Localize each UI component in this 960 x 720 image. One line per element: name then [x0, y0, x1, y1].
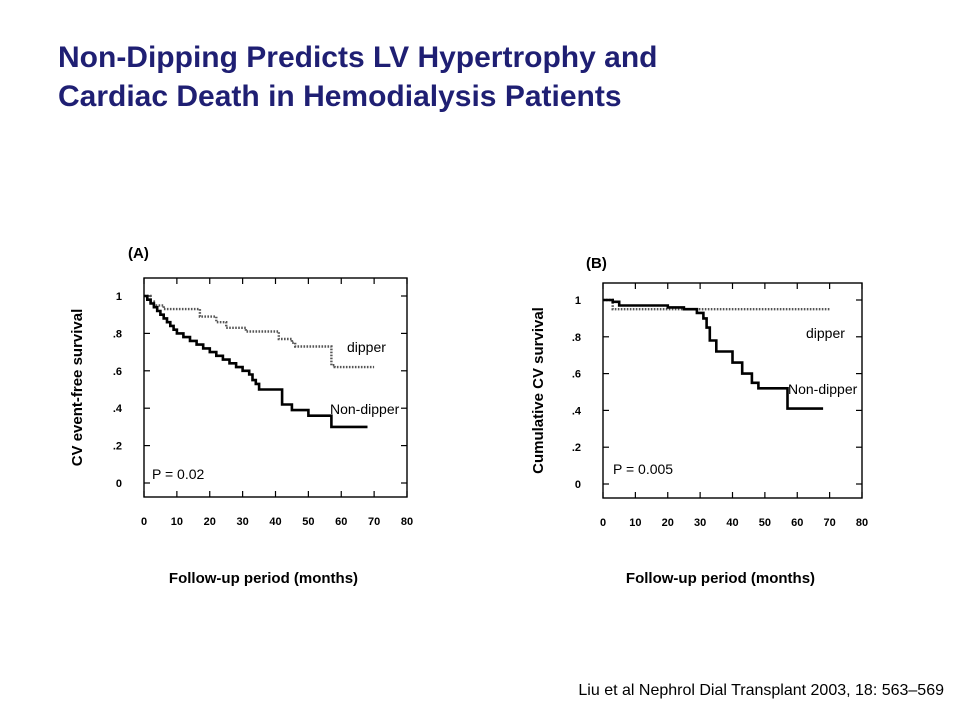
dipper-series-line: [144, 294, 375, 369]
y-tick-label: .4: [572, 405, 582, 417]
y-tick-label: 1: [575, 295, 581, 307]
title-line-2: Cardiac Death in Hemodialysis Patients: [58, 80, 622, 113]
x-tick-label: 80: [401, 516, 413, 528]
title-line-1: Non-Dipping Predicts LV Hypertrophy and: [58, 41, 658, 74]
series-label: Non-dipper: [788, 381, 858, 397]
x-tick-label: 20: [204, 516, 216, 528]
chart-panel-a: 0 10 20 30 40 50 60 70 80 0 .2 .4 .6 .8 1 (A) CV event-f…: [69, 245, 413, 587]
y-tick-label: .6: [572, 369, 581, 381]
plot-frame: [143, 277, 408, 498]
y-tick-label: 1: [116, 291, 122, 303]
series-label: Non-dipper: [330, 401, 400, 417]
y-tick-label: .2: [572, 442, 581, 454]
y-tick-label: .6: [113, 366, 122, 378]
x-tick-label: 60: [791, 517, 803, 529]
slide-title: Non-Dipping Predicts LV Hypertrophy and …: [58, 38, 918, 116]
panel-label: (B): [586, 255, 607, 272]
x-tick-label: 30: [694, 517, 706, 529]
x-tick-label: 40: [269, 516, 281, 528]
p-value-annotation: P = 0.005: [613, 461, 673, 477]
citation: Liu et al Nephrol Dial Transplant 2003, …: [578, 682, 944, 699]
x-tick-label: 70: [824, 517, 836, 529]
series-label: dipper: [347, 339, 386, 355]
x-axis-label: Follow-up period (months): [626, 570, 815, 587]
x-tick-label: 20: [662, 517, 674, 529]
x-tick-label: 60: [335, 516, 347, 528]
x-tick-label: 10: [629, 517, 641, 529]
non-dipper-series-line: [144, 294, 368, 429]
x-tick-label: 30: [237, 516, 249, 528]
panel-label: (A): [128, 245, 149, 262]
dipper-series-line: [603, 298, 830, 311]
y-tick-label: .4: [113, 403, 123, 415]
non-dipper-series-line: [603, 298, 824, 410]
y-tick-label: .8: [572, 332, 581, 344]
y-axis-label: CV event-free survival: [69, 309, 86, 467]
x-tick-label: 70: [368, 516, 380, 528]
y-tick-label: 0: [116, 478, 122, 490]
y-tick-label: .8: [113, 328, 122, 340]
x-axis-label: Follow-up period (months): [169, 570, 358, 587]
y-axis-label: Cumulative CV survival: [530, 307, 547, 474]
y-tick-label: 0: [575, 479, 581, 491]
x-tick-label: 50: [302, 516, 314, 528]
x-tick-label: 80: [856, 517, 868, 529]
p-value-annotation: P = 0.02: [152, 466, 205, 482]
y-tick-label: .2: [113, 441, 122, 453]
x-tick-label: 40: [726, 517, 738, 529]
chart-panel-b: 0 10 20 30 40 50 60 70 80 0 .2 .4 .6 .8 1 (B) Cumulative…: [530, 255, 868, 587]
x-tick-label: 10: [171, 516, 183, 528]
x-tick-label: 0: [600, 517, 606, 529]
series-label: dipper: [806, 325, 845, 341]
x-tick-label: 50: [759, 517, 771, 529]
x-tick-label: 0: [141, 516, 147, 528]
